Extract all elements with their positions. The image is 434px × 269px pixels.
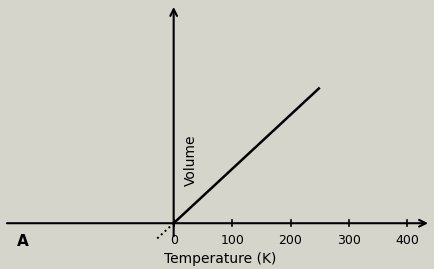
Text: 0: 0 [169,234,177,247]
Text: 400: 400 [395,234,418,247]
Text: Temperature (K): Temperature (K) [164,252,276,266]
Text: 100: 100 [220,234,243,247]
Text: 300: 300 [336,234,360,247]
Text: Volume: Volume [184,135,198,186]
Text: 200: 200 [278,234,302,247]
Text: A: A [17,234,29,249]
